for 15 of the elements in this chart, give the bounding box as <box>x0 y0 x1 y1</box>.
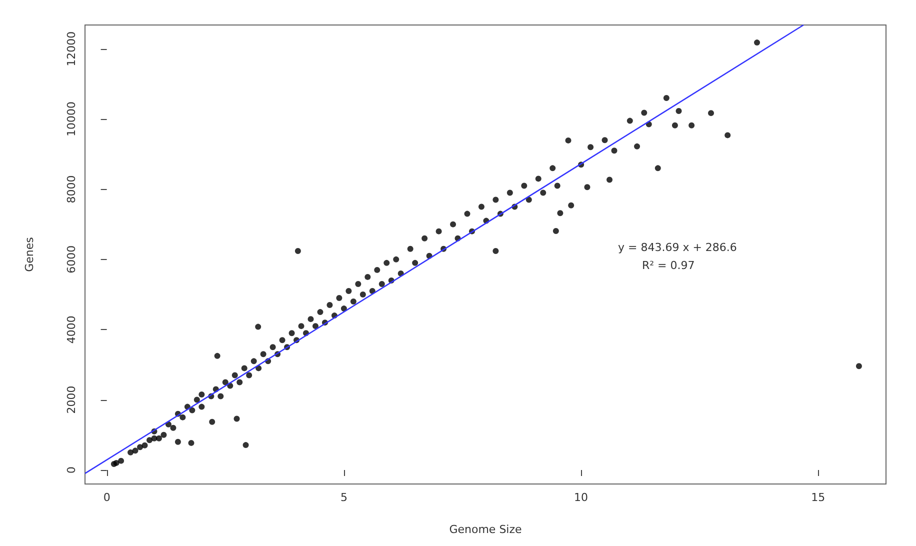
y-tick-label: 2000 <box>65 386 78 414</box>
y-tick-label: 8000 <box>65 175 78 204</box>
annotation: y = 843.69 x + 286.6 <box>618 241 737 254</box>
x-tick-label: 5 <box>340 491 348 504</box>
y-tick-label: 4000 <box>65 316 78 344</box>
x-axis-title: Genome Size <box>449 523 522 536</box>
x-tick-label: 0 <box>103 491 110 504</box>
annotation: R² = 0.97 <box>642 259 695 272</box>
x-tick-label: 15 <box>811 491 826 504</box>
y-tick-label: 12000 <box>65 31 78 66</box>
x-tick-label: 10 <box>574 491 588 504</box>
y-tick-label: 6000 <box>65 245 78 274</box>
y-axis-title: Genes <box>23 236 36 272</box>
y-tick-label: 0 <box>65 466 78 474</box>
y-tick-label: 10000 <box>65 102 78 137</box>
